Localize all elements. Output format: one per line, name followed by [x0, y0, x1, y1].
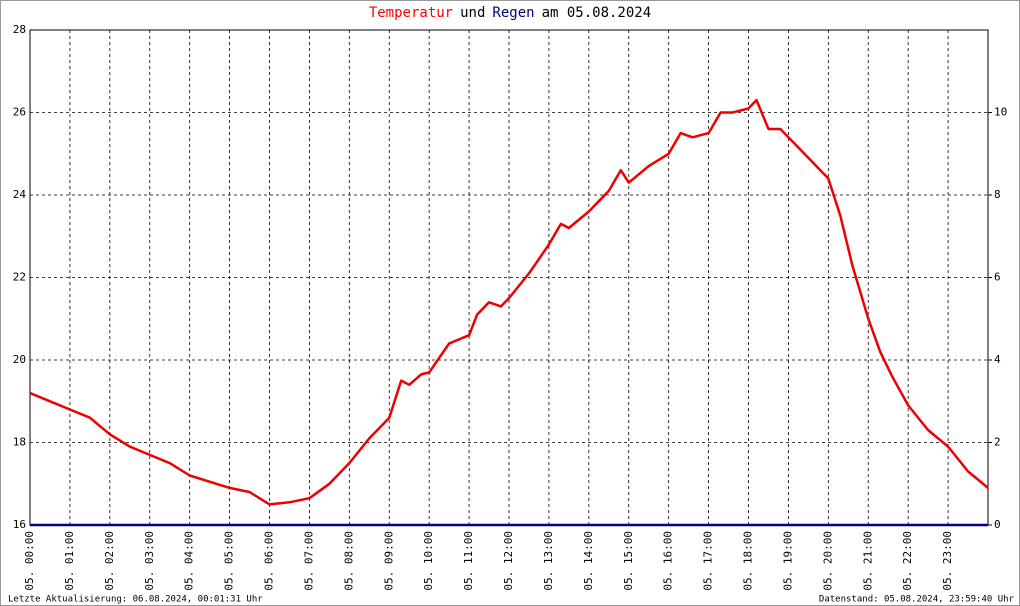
x-tick-label: 05. 19:00 — [781, 531, 794, 591]
y-tick-label: 16 — [13, 518, 26, 531]
x-tick-label: 05. 02:00 — [103, 531, 116, 591]
x-tick-label: 05. 05:00 — [223, 531, 236, 591]
y2-tick-label: 2 — [994, 436, 1001, 449]
title-part: Temperatur — [369, 5, 453, 21]
title-part: und — [460, 5, 485, 21]
x-tick-label: 05. 23:00 — [941, 531, 954, 591]
y-tick-label: 28 — [13, 23, 26, 36]
x-tick-label: 05. 01:00 — [63, 531, 76, 591]
y2-tick-label: 0 — [994, 518, 1001, 531]
y-tick-label: 24 — [13, 188, 27, 201]
y2-tick-label: 10 — [994, 106, 1007, 119]
x-tick-label: 05. 06:00 — [263, 531, 276, 591]
x-tick-label: 05. 03:00 — [143, 531, 156, 591]
x-tick-label: 05. 14:00 — [582, 531, 595, 591]
footer-right: Datenstand: 05.08.2024, 23:59:40 Uhr — [819, 595, 1015, 605]
x-tick-label: 05. 13:00 — [542, 531, 555, 591]
x-tick-label: 05. 04:00 — [183, 531, 196, 591]
x-tick-label: 05. 00:00 — [23, 531, 36, 591]
title-part: am 05.08.2024 — [542, 5, 652, 21]
x-tick-label: 05. 15:00 — [622, 531, 635, 591]
y2-tick-label: 6 — [994, 271, 1001, 284]
x-tick-label: 05. 16:00 — [662, 531, 675, 591]
x-tick-label: 05. 22:00 — [901, 531, 914, 591]
title-part: Regen — [492, 5, 534, 21]
chart-title: Temperatur und Regen am 05.08.2024 — [369, 5, 651, 21]
y-tick-label: 20 — [13, 353, 26, 366]
x-tick-label: 05. 20:00 — [821, 531, 834, 591]
x-tick-label: 05. 12:00 — [502, 531, 515, 591]
x-tick-label: 05. 07:00 — [302, 531, 315, 591]
x-tick-label: 05. 18:00 — [742, 531, 755, 591]
y-tick-label: 22 — [13, 271, 26, 284]
y2-tick-label: 4 — [994, 353, 1001, 366]
y2-tick-label: 8 — [994, 188, 1001, 201]
footer-left: Letzte Aktualisierung: 06.08.2024, 00:01… — [8, 595, 263, 605]
x-tick-label: 05. 11:00 — [462, 531, 475, 591]
x-tick-label: 05. 08:00 — [342, 531, 355, 591]
x-tick-label: 05. 09:00 — [382, 531, 395, 591]
y-tick-label: 18 — [13, 436, 26, 449]
series-line — [29, 98, 989, 506]
x-tick-label: 05. 10:00 — [422, 531, 435, 591]
y-tick-label: 26 — [13, 106, 26, 119]
x-tick-label: 05. 21:00 — [861, 531, 874, 591]
x-tick-label: 05. 17:00 — [702, 531, 715, 591]
